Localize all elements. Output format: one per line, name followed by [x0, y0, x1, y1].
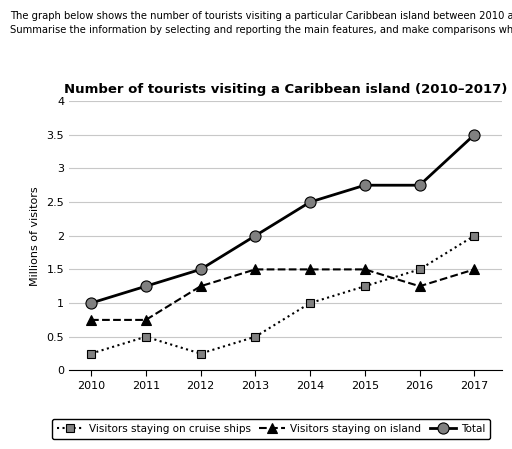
Text: The graph below shows the number of tourists visiting a particular Caribbean isl: The graph below shows the number of tour…: [10, 11, 512, 21]
Legend: Visitors staying on cruise ships, Visitors staying on island, Total: Visitors staying on cruise ships, Visito…: [52, 419, 490, 439]
Text: Summarise the information by selecting and reporting the main features, and make: Summarise the information by selecting a…: [10, 25, 512, 35]
Title: Number of tourists visiting a Caribbean island (2010–2017): Number of tourists visiting a Caribbean …: [64, 83, 507, 96]
Y-axis label: Millions of visitors: Millions of visitors: [30, 186, 39, 286]
